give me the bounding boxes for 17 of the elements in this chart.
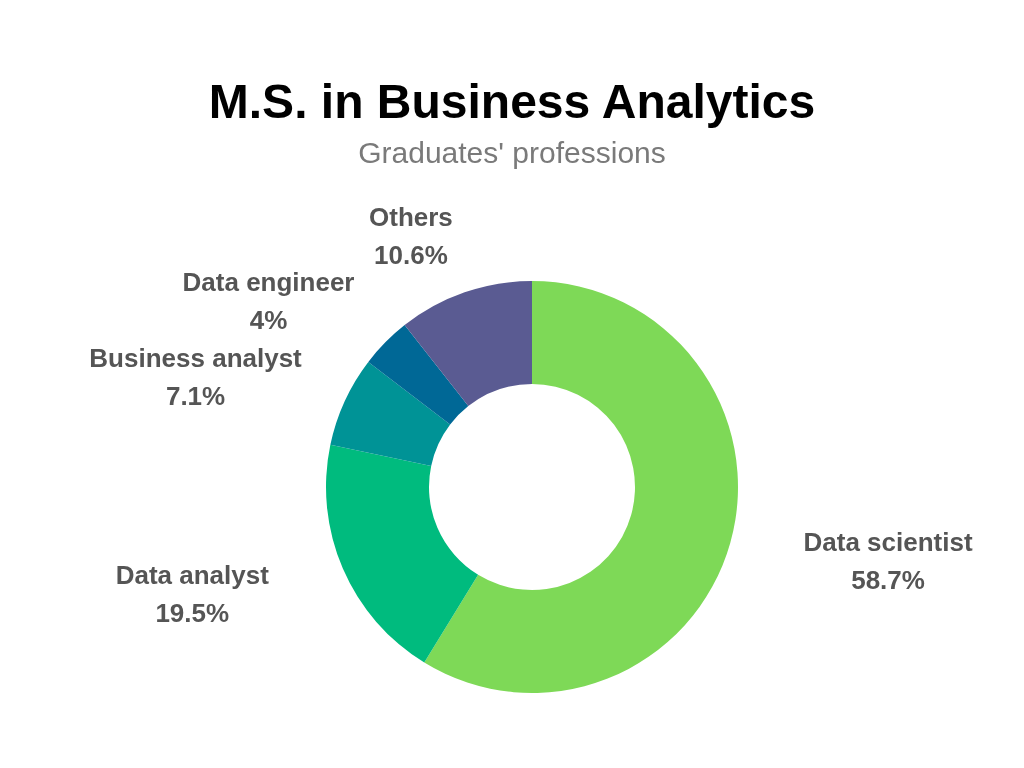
slice-label: Data engineer	[182, 266, 355, 297]
slice-label: Others	[369, 201, 453, 232]
donut-slice	[368, 325, 469, 425]
data-label: 19.5%	[155, 597, 230, 628]
chart-title: M.S. in Business Analytics	[208, 75, 816, 128]
data-label: 58.7%	[851, 564, 925, 595]
data-label: 10.6%	[374, 239, 448, 270]
chart-subtitle: Graduates' professions	[358, 136, 666, 169]
slice-label: Data scientist	[803, 526, 973, 557]
slice-label: Data analyst	[115, 559, 270, 590]
donut-slice	[424, 281, 738, 693]
donut-slice	[330, 361, 451, 466]
data-label: 7.1%	[165, 380, 226, 411]
slice-label: Business analyst	[89, 342, 303, 373]
data-label: 4%	[249, 304, 288, 335]
donut-slice	[404, 281, 532, 407]
donut-slice	[326, 444, 479, 663]
